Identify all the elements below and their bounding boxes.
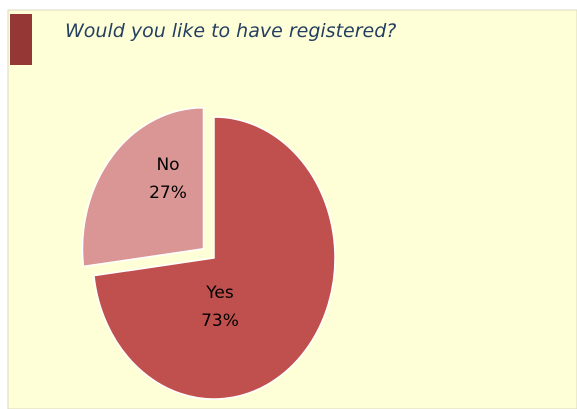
slice-category-label: No	[156, 155, 179, 175]
title-accent	[10, 14, 32, 65]
pie: Yes 73% No 27%	[81, 106, 336, 400]
pie-slice	[93, 116, 336, 400]
slice-value-label: 73%	[201, 311, 239, 331]
slice-category-label: Yes	[205, 283, 234, 303]
slice-value-label: 27%	[149, 183, 187, 203]
chart-title: Would you like to have registered?	[65, 20, 396, 42]
pie-slice	[81, 106, 205, 268]
